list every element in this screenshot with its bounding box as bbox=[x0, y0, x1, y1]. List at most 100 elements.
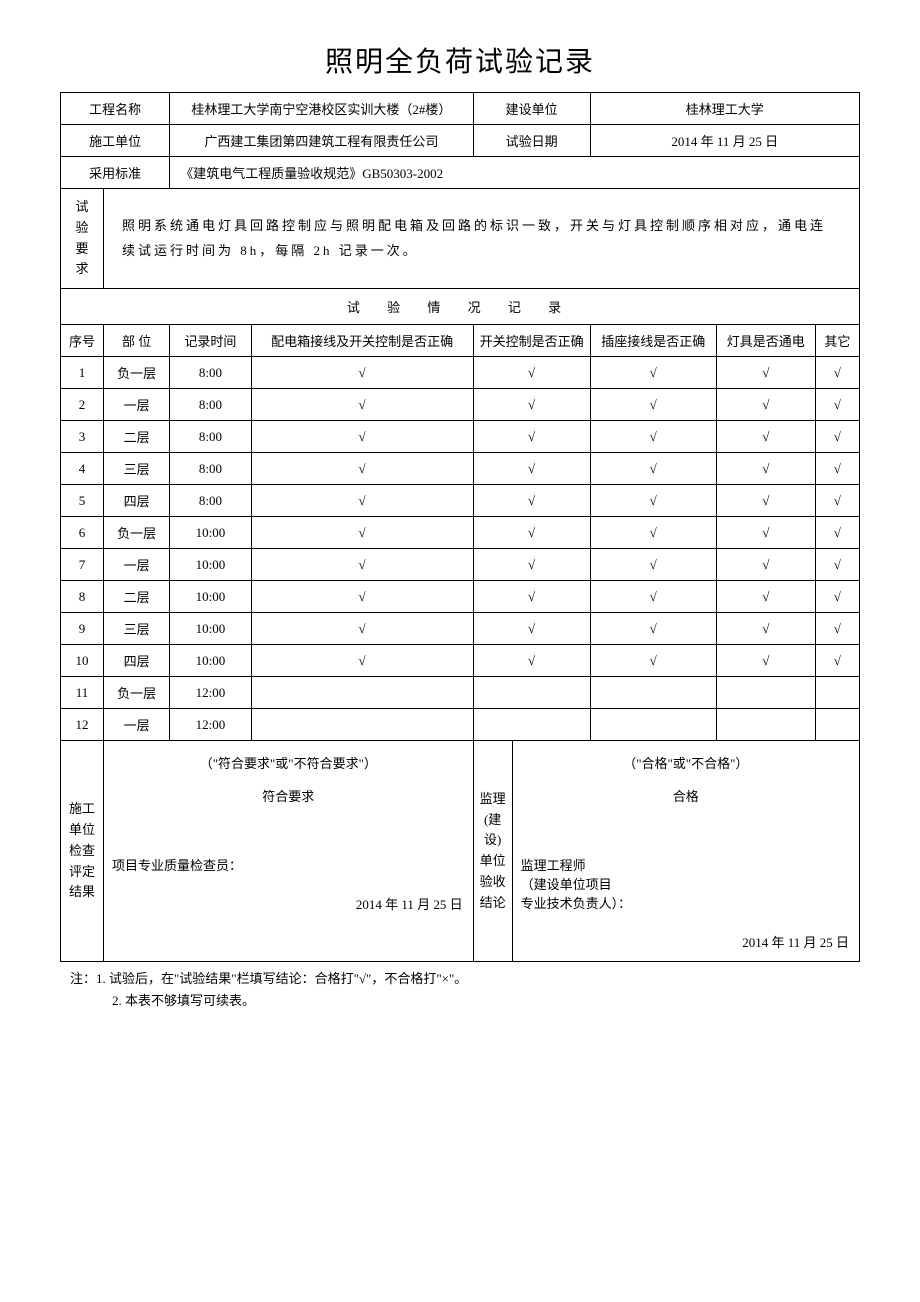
footer-right-value: 合格 bbox=[517, 782, 855, 855]
table-row: 12一层12:00 bbox=[61, 709, 860, 741]
cell-time: 10:00 bbox=[170, 613, 251, 645]
cell-c2: √ bbox=[473, 453, 590, 485]
build-unit-label: 建设单位 bbox=[473, 93, 590, 125]
cell-loc: 四层 bbox=[104, 485, 170, 517]
cell-seq: 10 bbox=[61, 645, 104, 677]
cell-c2: √ bbox=[473, 389, 590, 421]
cell-loc: 负一层 bbox=[104, 677, 170, 709]
cell-c2 bbox=[473, 677, 590, 709]
cell-c5: √ bbox=[815, 613, 859, 645]
cell-time: 12:00 bbox=[170, 677, 251, 709]
table-row: 采用标准 《建筑电气工程质量验收规范》GB50303-2002 bbox=[61, 157, 860, 189]
cell-c4: √ bbox=[716, 421, 815, 453]
cell-time: 8:00 bbox=[170, 389, 251, 421]
cell-c1: √ bbox=[251, 517, 473, 549]
cell-c2: √ bbox=[473, 517, 590, 549]
cell-c3: √ bbox=[590, 581, 716, 613]
cell-seq: 1 bbox=[61, 357, 104, 389]
footer-left-label: 施工单位检查评定结果 bbox=[61, 741, 104, 962]
build-unit-value: 桂林理工大学 bbox=[590, 93, 859, 125]
cell-c2 bbox=[473, 709, 590, 741]
contractor-value: 广西建工集团第四建筑工程有限责任公司 bbox=[170, 125, 473, 157]
cell-c5: √ bbox=[815, 389, 859, 421]
cell-time: 8:00 bbox=[170, 485, 251, 517]
cell-seq: 6 bbox=[61, 517, 104, 549]
cell-time: 8:00 bbox=[170, 421, 251, 453]
footer-right-hint: （"合格"或"不合格"） bbox=[517, 747, 855, 782]
table-row: 6负一层10:00√√√√√ bbox=[61, 517, 860, 549]
cell-c3: √ bbox=[590, 645, 716, 677]
footer-left-date: 2014 年 11 月 25 日 bbox=[108, 874, 469, 917]
cell-c1: √ bbox=[251, 613, 473, 645]
cell-c3: √ bbox=[590, 517, 716, 549]
cell-seq: 4 bbox=[61, 453, 104, 485]
cell-c3: √ bbox=[590, 613, 716, 645]
cell-c4 bbox=[716, 709, 815, 741]
cell-seq: 11 bbox=[61, 677, 104, 709]
table-row: 11负一层12:00 bbox=[61, 677, 860, 709]
standard-label: 采用标准 bbox=[61, 157, 170, 189]
cell-loc: 一层 bbox=[104, 709, 170, 741]
cell-c5 bbox=[815, 677, 859, 709]
cell-loc: 负一层 bbox=[104, 357, 170, 389]
record-section-title: 试 验 情 况 记 录 bbox=[61, 289, 860, 325]
col-seq: 序号 bbox=[61, 325, 104, 357]
footer-right-date: 2014 年 11 月 25 日 bbox=[517, 912, 855, 955]
cell-loc: 三层 bbox=[104, 613, 170, 645]
cell-c1: √ bbox=[251, 421, 473, 453]
col-socket: 插座接线是否正确 bbox=[590, 325, 716, 357]
cell-time: 10:00 bbox=[170, 549, 251, 581]
cell-time: 10:00 bbox=[170, 581, 251, 613]
cell-c3: √ bbox=[590, 549, 716, 581]
cell-c1: √ bbox=[251, 645, 473, 677]
cell-seq: 9 bbox=[61, 613, 104, 645]
note-line-1: 注：1. 试验后，在"试验结果"栏填写结论：合格打"√"，不合格打"×"。 bbox=[70, 968, 860, 990]
table-row: 3二层8:00√√√√√ bbox=[61, 421, 860, 453]
test-date-label: 试验日期 bbox=[473, 125, 590, 157]
cell-c1 bbox=[251, 709, 473, 741]
cell-c5: √ bbox=[815, 485, 859, 517]
cell-loc: 一层 bbox=[104, 389, 170, 421]
col-switch: 开关控制是否正确 bbox=[473, 325, 590, 357]
footer-right-label: 监理(建设)单位验收结论 bbox=[473, 741, 512, 962]
cell-c5: √ bbox=[815, 581, 859, 613]
cell-c4: √ bbox=[716, 389, 815, 421]
cell-c4 bbox=[716, 677, 815, 709]
cell-c3: √ bbox=[590, 453, 716, 485]
table-row: 5四层8:00√√√√√ bbox=[61, 485, 860, 517]
cell-c4: √ bbox=[716, 613, 815, 645]
cell-seq: 7 bbox=[61, 549, 104, 581]
cell-loc: 三层 bbox=[104, 453, 170, 485]
cell-seq: 5 bbox=[61, 485, 104, 517]
table-row: 试验要求 照明系统通电灯具回路控制应与照明配电箱及回路的标识一致，开关与灯具控制… bbox=[61, 189, 860, 289]
cell-c5: √ bbox=[815, 645, 859, 677]
col-time: 记录时间 bbox=[170, 325, 251, 357]
cell-c4: √ bbox=[716, 645, 815, 677]
footer-left-signer: 项目专业质量检查员： bbox=[108, 855, 469, 874]
project-name-value: 桂林理工大学南宁空港校区实训大楼（2#楼） bbox=[170, 93, 473, 125]
cell-c1: √ bbox=[251, 549, 473, 581]
cell-c3 bbox=[590, 677, 716, 709]
cell-seq: 3 bbox=[61, 421, 104, 453]
cell-c5: √ bbox=[815, 421, 859, 453]
cell-c2: √ bbox=[473, 581, 590, 613]
cell-c2: √ bbox=[473, 645, 590, 677]
footer-left-hint: （"符合要求"或"不符合要求"） bbox=[108, 747, 469, 782]
cell-c2: √ bbox=[473, 357, 590, 389]
table-row: 10四层10:00√√√√√ bbox=[61, 645, 860, 677]
requirement-label: 试验要求 bbox=[61, 189, 104, 289]
cell-loc: 四层 bbox=[104, 645, 170, 677]
cell-time: 8:00 bbox=[170, 357, 251, 389]
cell-c2: √ bbox=[473, 421, 590, 453]
table-row: 2一层8:00√√√√√ bbox=[61, 389, 860, 421]
project-name-label: 工程名称 bbox=[61, 93, 170, 125]
cell-c1: √ bbox=[251, 485, 473, 517]
cell-seq: 12 bbox=[61, 709, 104, 741]
cell-time: 10:00 bbox=[170, 645, 251, 677]
cell-c4: √ bbox=[716, 357, 815, 389]
table-row: 4三层8:00√√√√√ bbox=[61, 453, 860, 485]
table-row: 1负一层8:00√√√√√ bbox=[61, 357, 860, 389]
cell-seq: 8 bbox=[61, 581, 104, 613]
cell-loc: 二层 bbox=[104, 421, 170, 453]
cell-c3: √ bbox=[590, 421, 716, 453]
